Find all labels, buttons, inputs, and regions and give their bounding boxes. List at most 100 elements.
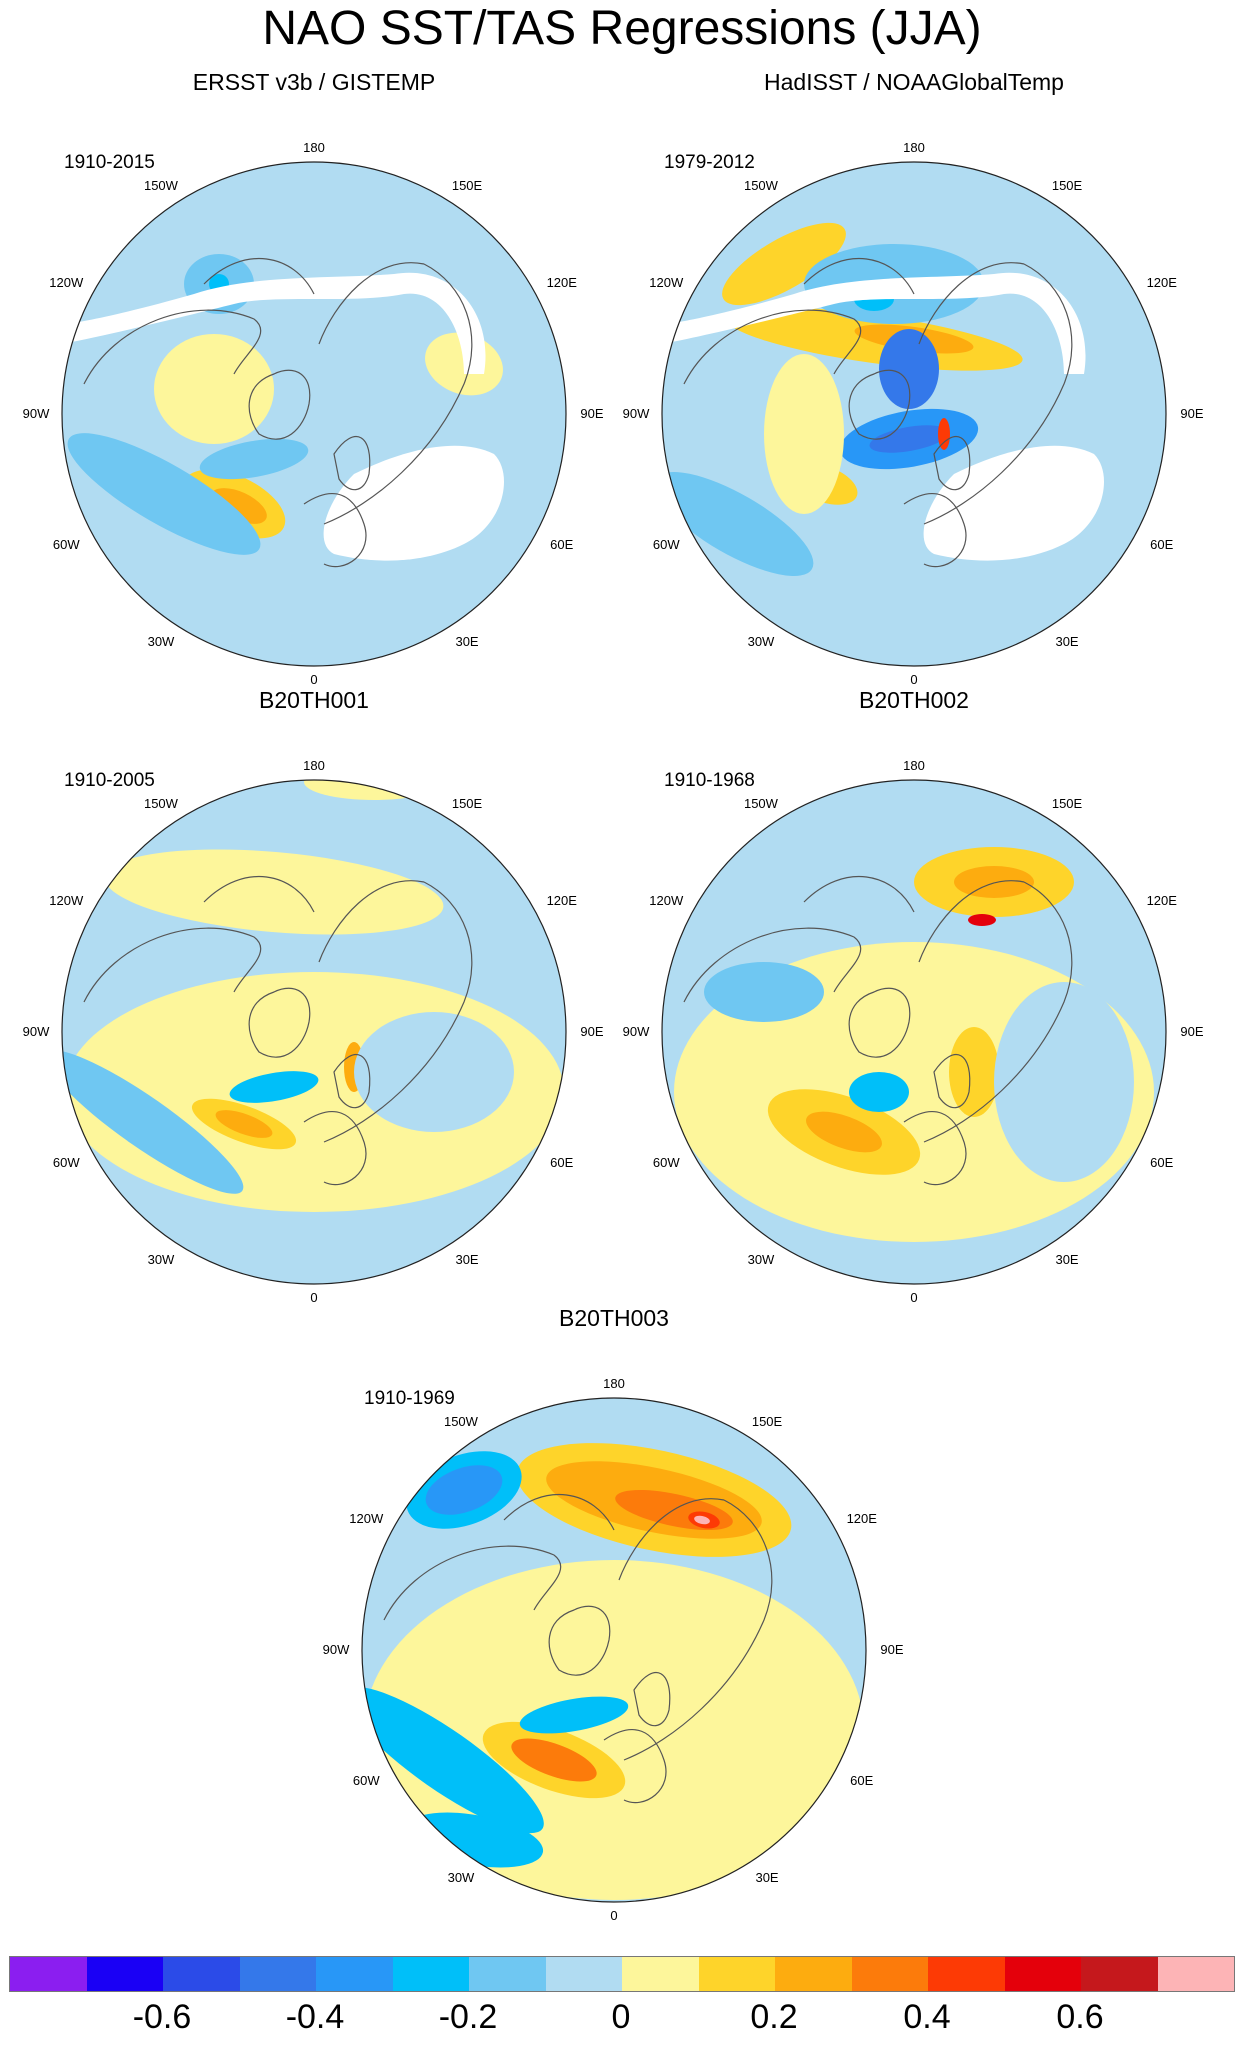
longitude-label: 30E [455,1251,479,1267]
coastline-canadaArc [83,927,262,1003]
map-border [61,161,567,667]
longitude-label: 150W [143,178,178,194]
longitude-label: 150W [443,1414,478,1430]
warm-core-north-atlantic [511,1738,597,1782]
warm-core-north-atlantic [806,1111,882,1153]
colorbar-swatch [316,1957,393,1991]
panel-years: 1910-1968 [664,770,755,791]
longitude-label: 180 [303,758,325,773]
coastline-europe [603,1729,667,1804]
coastline-alaska [503,1494,615,1531]
hot-spot-pacific [694,1515,710,1525]
longitude-label: 60W [52,537,80,553]
coastline-eurasiaArc [923,881,1073,1143]
longitude-label: 60E [850,1773,874,1789]
cool-anomaly-east [354,1012,514,1132]
colorbar-tick-label: 0 [611,1998,631,2036]
coastline-alaska [203,258,315,295]
coastline-greenland [548,1605,611,1676]
longitude-label: 60W [652,537,680,553]
longitude-label: 90E [580,406,604,421]
longitude-label: 0 [910,672,918,687]
missing-data-region [662,272,1086,374]
coastline-eurasiaArc [323,881,473,1143]
map-field [662,780,1166,1284]
longitude-label: 150W [743,796,778,812]
coastline-greenland [248,369,311,440]
cool-band-atlantic [67,433,261,555]
panel-title: B20TH003 [559,1305,669,1331]
longitude-label: 90W [22,1024,50,1039]
longitude-label: 90W [22,406,50,421]
cool-anomaly-subpolar [519,1696,629,1734]
map-panel-b20th002: B20TH002 1910-1968 180 0 150W 150E 120W 120E 9… [614,686,1214,1326]
panel-years: 1979-2012 [664,152,755,173]
colorbar-swatch [775,1957,852,1991]
colorbar-swatch [851,1957,928,1991]
longitude-label: 30W [747,633,775,649]
colorbar-swatch [1157,1957,1234,1991]
warm-anomaly-scandinavia [949,1027,999,1117]
longitude-label: 150E [451,178,483,194]
map-border [361,1397,867,1903]
map-border [61,779,567,1285]
cool-anomaly-subpolar [849,1072,909,1112]
longitude-label: 30E [1055,633,1079,649]
longitude-label: 120W [49,274,84,290]
cool-band-atlantic [62,1050,244,1194]
longitude-label: 120E [546,892,577,908]
map-field [662,162,1166,666]
polar-map [661,161,1167,667]
coastline-alaska [803,876,915,913]
longitude-label: 120E [1146,274,1177,290]
polar-map [61,161,567,667]
hot-spot-bering [968,914,996,926]
coastline-canadaArc [683,927,862,1003]
map-field [62,780,566,1284]
colorbar-swatch [392,1957,469,1991]
map-border [661,161,1167,667]
longitude-label: 120W [649,892,684,908]
missing-data-region [62,272,486,374]
longitude-label: 60W [652,1155,680,1171]
coastline-eurasiaArc [623,1499,773,1761]
cool-anomaly-subpolar [229,1071,319,1103]
panel-years: 1910-1969 [364,1388,455,1409]
coastline-canadaArc [683,309,862,385]
page-title: NAO SST/TAS Regressions (JJA) [262,2,982,55]
colorbar-tick-label: -0.4 [285,1998,345,2036]
coastline-eurasiaArc [923,263,1073,525]
longitude-label: 150E [751,1414,783,1430]
longitude-label: 120W [649,274,684,290]
coastline-alaska [203,876,315,913]
polar-map [661,779,1167,1285]
map-border [661,779,1167,1285]
longitude-label: 30W [147,633,175,649]
colorbar-tick-label: 0.2 [750,1998,798,2036]
longitude-label: 150W [143,796,178,812]
polar-map [61,779,567,1285]
map-field [362,1398,866,1902]
coastline-scand [933,1053,971,1109]
coastline-scand [633,1671,671,1727]
coastline-scand [333,435,371,491]
longitude-label: 150W [743,178,778,194]
warm-anomaly-labrador [154,334,274,444]
colorbar-swatch [928,1957,1005,1991]
coastline-greenland [248,987,311,1058]
longitude-label: 0 [310,672,318,687]
cool-anomaly-subpolar [199,438,309,480]
warm-core-north-atlantic [211,488,267,524]
longitude-label: 60W [352,1773,380,1789]
longitude-label: 90W [622,406,650,421]
warm-band-pacific [104,849,444,935]
cool-anomaly-arctic [879,329,939,409]
warm-anomaly-bering [304,780,444,800]
colorbar [9,1956,1235,1992]
coastline-europe [303,1111,367,1186]
longitude-label: 30W [447,1869,475,1885]
panel-title: ERSST v3b / GISTEMP [192,69,436,95]
hot-spot [938,418,950,450]
longitude-label: 90E [580,1024,604,1039]
warm-anomaly-pacific-west [722,222,846,306]
